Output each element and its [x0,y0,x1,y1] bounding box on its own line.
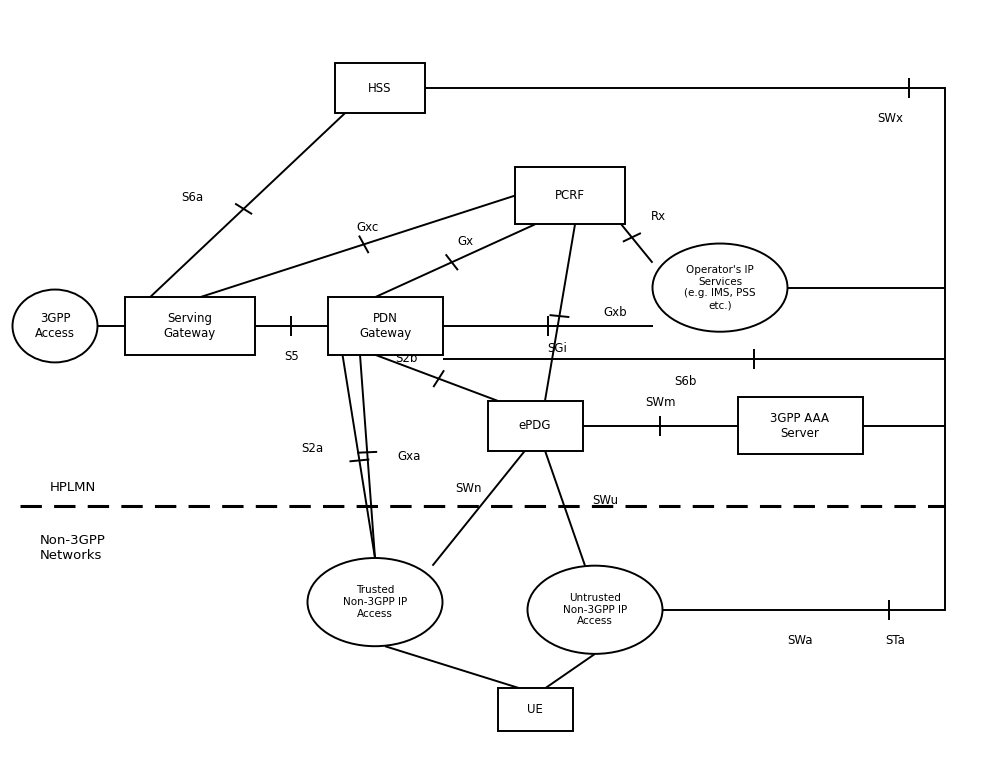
FancyBboxPatch shape [738,397,862,454]
Text: 3GPP
Access: 3GPP Access [35,312,75,340]
FancyBboxPatch shape [488,400,582,451]
Text: S2b: S2b [395,352,417,365]
Ellipse shape [12,290,98,363]
Text: Trusted
Non-3GPP IP
Access: Trusted Non-3GPP IP Access [343,585,407,619]
Text: SGi: SGi [548,343,567,355]
Text: HSS: HSS [368,82,392,94]
Ellipse shape [528,566,662,653]
Text: SWa: SWa [787,634,813,647]
FancyBboxPatch shape [335,64,425,113]
Text: Gx: Gx [457,235,473,248]
Text: HPLMN: HPLMN [50,481,96,493]
Text: PCRF: PCRF [555,189,585,202]
Text: Non-3GPP
Networks: Non-3GPP Networks [40,535,106,562]
Text: Operator's IP
Services
(e.g. IMS, PSS
etc.): Operator's IP Services (e.g. IMS, PSS et… [684,265,756,310]
Text: Gxc: Gxc [356,221,379,234]
Text: S6b: S6b [674,375,696,388]
FancyBboxPatch shape [515,167,625,224]
Text: Untrusted
Non-3GPP IP
Access: Untrusted Non-3GPP IP Access [563,593,627,627]
Text: STa: STa [885,634,905,647]
Text: UE: UE [527,703,543,716]
Text: SWm: SWm [645,397,675,409]
FancyBboxPatch shape [498,689,572,730]
Text: Rx: Rx [651,210,666,223]
Text: S2a: S2a [301,443,324,455]
Text: SWn: SWn [456,482,482,495]
Text: Gxb: Gxb [603,306,627,319]
Ellipse shape [652,244,788,331]
Text: SWx: SWx [877,113,903,125]
Text: S5: S5 [284,351,299,363]
Text: ePDG: ePDG [519,420,551,432]
Ellipse shape [308,558,442,646]
Text: Serving
Gateway: Serving Gateway [164,312,216,340]
Text: Gxa: Gxa [397,450,420,463]
Text: PDN
Gateway: PDN Gateway [359,312,411,340]
Text: 3GPP AAA
Server: 3GPP AAA Server [770,412,830,439]
FancyBboxPatch shape [328,298,442,354]
Text: S6a: S6a [181,191,204,204]
Text: SWu: SWu [592,494,618,507]
FancyBboxPatch shape [125,298,255,354]
